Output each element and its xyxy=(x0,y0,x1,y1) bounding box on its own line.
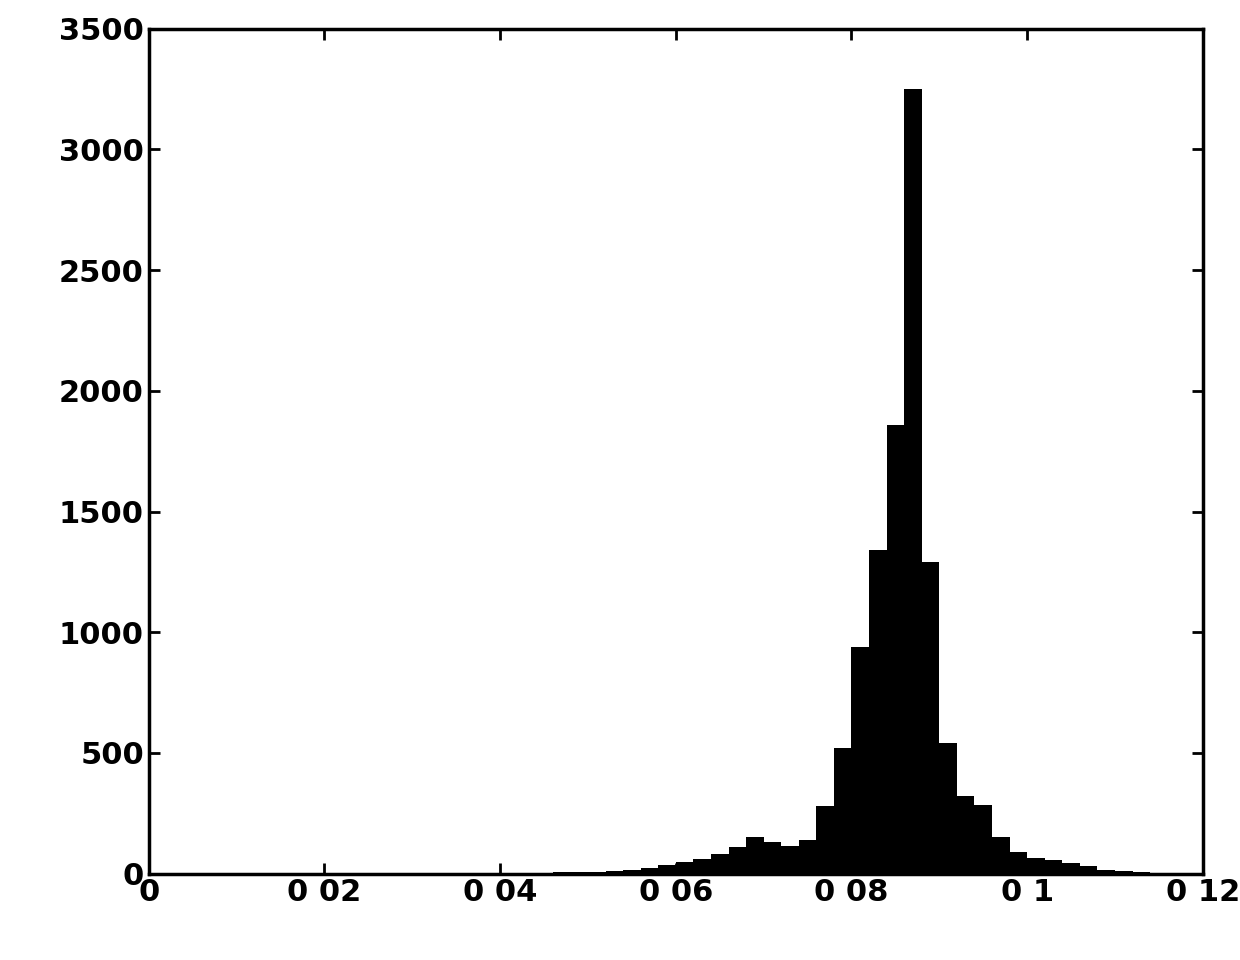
Bar xyxy=(729,847,746,874)
Bar xyxy=(1044,860,1063,874)
Bar xyxy=(553,873,570,874)
Bar xyxy=(975,804,992,874)
Bar xyxy=(1115,871,1132,874)
Bar xyxy=(764,842,781,874)
Bar xyxy=(570,873,588,874)
Bar xyxy=(833,748,852,874)
Bar xyxy=(992,837,1009,874)
Bar xyxy=(676,861,693,874)
Bar xyxy=(641,868,658,874)
Bar xyxy=(693,859,711,874)
Bar xyxy=(1080,866,1097,874)
Bar xyxy=(887,424,904,874)
Bar xyxy=(1063,863,1080,874)
Bar xyxy=(711,854,729,874)
Bar xyxy=(799,840,816,874)
Bar xyxy=(746,837,764,874)
Bar xyxy=(536,873,553,874)
Bar xyxy=(605,871,624,874)
Bar xyxy=(1132,873,1151,874)
Bar xyxy=(904,89,921,874)
Bar xyxy=(957,797,975,874)
Bar xyxy=(921,563,940,874)
Bar xyxy=(1097,870,1115,874)
Bar xyxy=(816,806,835,874)
Bar xyxy=(588,872,605,874)
Bar xyxy=(852,647,869,874)
Bar xyxy=(1027,858,1044,874)
Bar xyxy=(658,865,676,874)
Bar xyxy=(1009,852,1027,874)
Bar xyxy=(624,870,641,874)
Bar xyxy=(869,550,887,874)
Bar xyxy=(781,846,799,874)
Bar xyxy=(940,743,957,874)
